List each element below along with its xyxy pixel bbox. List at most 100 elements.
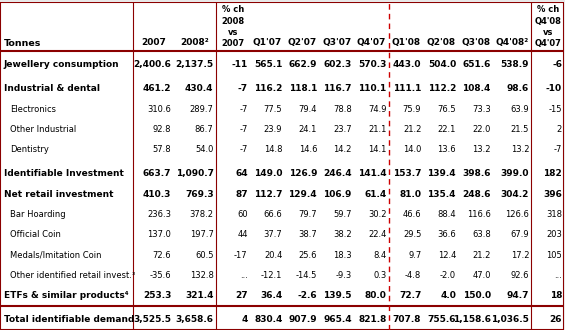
Text: 110.1: 110.1	[358, 84, 386, 93]
Text: 116.7: 116.7	[323, 84, 352, 93]
Bar	[0, 51, 564, 330]
Text: 2008²: 2008²	[180, 38, 209, 47]
Text: 707.8: 707.8	[393, 315, 421, 324]
Text: 38.2: 38.2	[333, 230, 352, 239]
Text: 137.0: 137.0	[147, 230, 171, 239]
Text: 111.1: 111.1	[393, 84, 421, 93]
Bar	[0, 2, 564, 51]
Text: 112.7: 112.7	[254, 190, 282, 199]
Text: -10: -10	[546, 84, 562, 93]
Text: 47.0: 47.0	[472, 271, 491, 280]
Text: 755.6: 755.6	[428, 315, 456, 324]
Text: Medals/Imitation Coin: Medals/Imitation Coin	[10, 250, 102, 260]
Text: 1,036.5: 1,036.5	[492, 315, 529, 324]
Text: 17.2: 17.2	[511, 250, 529, 260]
Text: 236.3: 236.3	[147, 210, 171, 219]
Text: 182: 182	[544, 169, 562, 178]
Text: % ch
2008
vs
2007: % ch 2008 vs 2007	[221, 5, 245, 48]
Text: 67.9: 67.9	[511, 230, 529, 239]
Text: 1,090.7: 1,090.7	[176, 169, 214, 178]
Text: 22.1: 22.1	[438, 125, 456, 134]
Text: 203: 203	[546, 230, 562, 239]
Text: 36.4: 36.4	[260, 291, 282, 300]
Text: 46.6: 46.6	[403, 210, 421, 219]
Text: 651.6: 651.6	[462, 60, 491, 69]
Text: 81.0: 81.0	[399, 190, 421, 199]
Text: 410.3: 410.3	[143, 190, 171, 199]
Text: Q2'08: Q2'08	[427, 38, 455, 47]
Text: 1,158.6: 1,158.6	[453, 315, 491, 324]
Text: 73.3: 73.3	[472, 105, 491, 114]
Text: -11: -11	[232, 60, 247, 69]
Text: 37.7: 37.7	[264, 230, 282, 239]
Text: 72.7: 72.7	[399, 291, 421, 300]
Text: 141.4: 141.4	[358, 169, 386, 178]
Text: 318: 318	[546, 210, 562, 219]
Text: 30.2: 30.2	[368, 210, 386, 219]
Text: -7: -7	[554, 145, 562, 154]
Text: 22.0: 22.0	[472, 125, 491, 134]
Text: Q4'07: Q4'07	[357, 38, 386, 47]
Text: Q1'08: Q1'08	[392, 38, 421, 47]
Text: 965.4: 965.4	[323, 315, 352, 324]
Text: 112.2: 112.2	[428, 84, 456, 93]
Text: -6: -6	[552, 60, 562, 69]
Text: 105: 105	[546, 250, 562, 260]
Text: 504.0: 504.0	[428, 60, 456, 69]
Text: 2007: 2007	[141, 38, 166, 47]
Text: -2.6: -2.6	[298, 291, 317, 300]
Text: 38.7: 38.7	[298, 230, 317, 239]
Text: Q3'08: Q3'08	[461, 38, 490, 47]
Text: 289.7: 289.7	[190, 105, 214, 114]
Text: 13.6: 13.6	[437, 145, 456, 154]
Text: 116.2: 116.2	[254, 84, 282, 93]
Text: 2,137.5: 2,137.5	[175, 60, 214, 69]
Text: Dentistry: Dentistry	[10, 145, 49, 154]
Text: Other Industrial: Other Industrial	[10, 125, 76, 134]
Text: 907.9: 907.9	[289, 315, 317, 324]
Text: 3,525.5: 3,525.5	[133, 315, 171, 324]
Text: 98.6: 98.6	[507, 84, 529, 93]
Text: -7: -7	[240, 145, 247, 154]
Text: -17: -17	[234, 250, 247, 260]
Text: 21.2: 21.2	[472, 250, 491, 260]
Text: 88.4: 88.4	[437, 210, 456, 219]
Text: Q4'08²: Q4'08²	[496, 38, 529, 47]
Text: 153.7: 153.7	[393, 169, 421, 178]
Text: -7: -7	[237, 84, 247, 93]
Text: 565.1: 565.1	[254, 60, 282, 69]
Text: 570.3: 570.3	[358, 60, 386, 69]
Text: 24.1: 24.1	[299, 125, 317, 134]
Text: 126.9: 126.9	[289, 169, 317, 178]
Text: 399.0: 399.0	[501, 169, 529, 178]
Text: 36.6: 36.6	[437, 230, 456, 239]
Text: 9.7: 9.7	[408, 250, 421, 260]
Text: 74.9: 74.9	[368, 105, 386, 114]
Text: ...: ...	[240, 271, 247, 280]
Text: 44: 44	[237, 230, 247, 239]
Text: 60: 60	[237, 210, 247, 219]
Text: 18.3: 18.3	[333, 250, 352, 260]
Text: -4.8: -4.8	[405, 271, 421, 280]
Text: 59.7: 59.7	[333, 210, 352, 219]
Text: 821.8: 821.8	[358, 315, 386, 324]
Text: 321.4: 321.4	[185, 291, 214, 300]
Text: 2: 2	[557, 125, 562, 134]
Text: Jewellery consumption: Jewellery consumption	[4, 60, 120, 69]
Text: 663.7: 663.7	[143, 169, 171, 178]
Text: Official Coin: Official Coin	[10, 230, 61, 239]
Text: 12.4: 12.4	[438, 250, 456, 260]
Text: 830.4: 830.4	[254, 315, 282, 324]
Text: Q1'07: Q1'07	[253, 38, 282, 47]
Text: 197.7: 197.7	[190, 230, 214, 239]
Text: 769.3: 769.3	[185, 190, 214, 199]
Text: -35.6: -35.6	[150, 271, 171, 280]
Text: 61.4: 61.4	[364, 190, 386, 199]
Text: 27: 27	[235, 291, 247, 300]
Text: 2,400.6: 2,400.6	[133, 60, 171, 69]
Text: 304.2: 304.2	[501, 190, 529, 199]
Text: 8.4: 8.4	[373, 250, 386, 260]
Text: 118.1: 118.1	[289, 84, 317, 93]
Text: 92.6: 92.6	[511, 271, 529, 280]
Text: 396: 396	[543, 190, 562, 199]
